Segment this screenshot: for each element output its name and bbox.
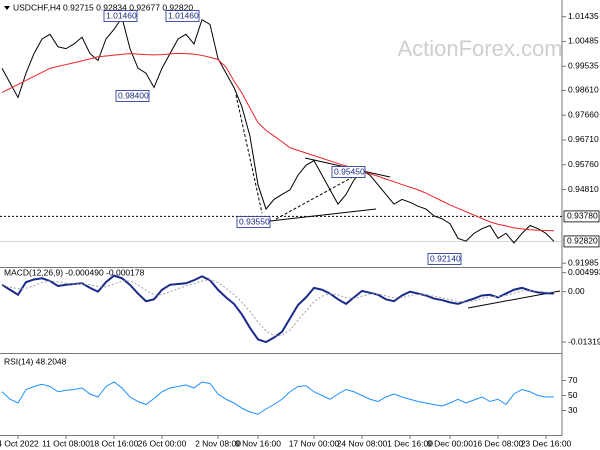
x-tick-label: 2 Nov 08:00: [195, 438, 241, 448]
plot-layer: 1.01435 1.00485 0.99535 0.98610 0.97660 0.967…: [0, 10, 600, 448]
annotation-box: [103, 10, 138, 22]
annotation: 0.95450: [334, 166, 365, 176]
trend-line: [275, 171, 363, 220]
y-tick-label: 70: [568, 375, 578, 385]
trend-line: [235, 94, 263, 214]
annotation-box: [236, 216, 271, 228]
annotation: 0.92140: [430, 253, 461, 263]
annotation: 0.93550: [239, 216, 270, 226]
x-tick-label: 9 Dec 00:00: [427, 438, 473, 448]
y-tick-label: 0.98610: [568, 85, 599, 95]
x-tick-label: 17 Nov 00:00: [289, 438, 340, 448]
x-tick-label: 9 Nov 16:00: [235, 438, 281, 448]
annotation: 1.01460: [106, 10, 137, 20]
watermark: ActionForex.com: [397, 36, 562, 61]
menu-icon: [4, 6, 10, 10]
y-tick-label: 0.91985: [568, 257, 599, 267]
y-tick-label: 0.004993: [568, 267, 600, 277]
annotation-box: [165, 10, 200, 22]
y-tick-label: 0.96710: [568, 134, 599, 144]
series-line: [1, 381, 555, 415]
series-line: [1, 274, 555, 344]
level-box: [563, 235, 600, 248]
y-tick-label: 0.99535: [568, 61, 599, 71]
annotation-box: [427, 253, 462, 265]
x-tick-label: 11 Oct 08:00: [42, 438, 90, 448]
y-tick-label: 30: [568, 405, 578, 415]
trend-line: [269, 208, 377, 222]
annotation: 0.98400: [118, 90, 149, 100]
y-tick-label: 1.00485: [568, 36, 599, 46]
level-box: [563, 210, 600, 223]
annotation-box: [115, 90, 150, 102]
chart-title: USDCHF,H4 0.92715 0.92834 0.92677 0.9282…: [13, 2, 193, 12]
y-tick-label: -0.013193: [568, 336, 600, 346]
series-line: [1, 16, 555, 244]
level-label: 0.93780: [567, 211, 598, 221]
x-tick-label: 26 Oct 00:00: [138, 438, 187, 448]
x-tick-label: 24 Nov 08:00: [337, 438, 388, 448]
y-tick-label: 50: [568, 390, 578, 400]
x-tick-label: 4 Oct 2022: [0, 438, 39, 448]
y-tick-label: 0.97660: [568, 109, 599, 119]
x-tick-label: 1 Dec 16:00: [387, 438, 433, 448]
y-tick-label: 1.01435: [568, 11, 599, 21]
y-tick-label: 0.94810: [568, 184, 599, 194]
series-line: [1, 278, 555, 337]
y-tick-label: 0.95760: [568, 159, 599, 169]
x-tick-label: 16 Dec 08:00: [473, 438, 524, 448]
series-line: [1, 52, 555, 232]
x-tick-label: 18 Oct 16:00: [90, 438, 139, 448]
panel-title: MACD(12,26,9) -0.000490 -0.000178: [4, 267, 145, 277]
panel-title: RSI(14) 48.2048: [4, 356, 67, 366]
level-label: 0.92820: [567, 236, 598, 246]
x-tick-label: 23 Dec 16:00: [521, 438, 572, 448]
annotation-box: [331, 166, 366, 178]
annotation: 1.01460: [168, 10, 199, 20]
y-tick-label: 0.00: [568, 286, 585, 296]
